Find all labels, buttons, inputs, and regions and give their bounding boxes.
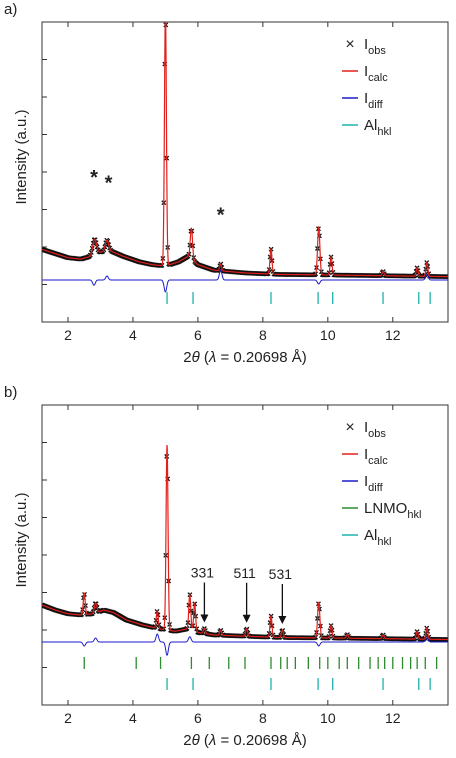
peak-annotation: * <box>217 205 225 227</box>
x-tick-label: 6 <box>194 327 202 343</box>
hkl-ticks-lnmo <box>83 657 438 669</box>
series-calc <box>42 22 448 278</box>
series-observed <box>42 22 448 280</box>
legend-label: Alhkl <box>364 527 391 548</box>
panel-label: a) <box>4 1 17 18</box>
hkl-ticks-al <box>166 292 431 304</box>
x-axis-label: 2θ (λ = 0.20698 Å) <box>183 732 307 749</box>
arrow-label: 511 <box>233 565 256 581</box>
x-tick-label: 8 <box>259 710 267 726</box>
x-tick-label: 10 <box>320 327 336 343</box>
legend-label: Iobs <box>364 36 386 57</box>
panel-label: b) <box>4 384 17 401</box>
peak-annotation: * <box>105 172 113 194</box>
chart-panel-a: a) 2 4 6 8 10 12 2θ (λ = 0.20698 Å) Intensity (a… <box>4 1 449 366</box>
legend-symbol: × <box>345 419 354 436</box>
y-axis-label: Intensity (a.u.) <box>13 492 30 587</box>
x-tick-label: 2 <box>64 327 72 343</box>
legend-label: Icalc <box>364 63 388 84</box>
legend-label: Idiff <box>364 90 384 111</box>
x-tick-label: 6 <box>194 710 202 726</box>
legend: × Iobs Icalc Idiff LNMOhkl Alhkl <box>342 419 421 548</box>
legend-label: Alhkl <box>364 117 391 138</box>
peak-annotation: * <box>90 167 98 189</box>
legend-symbol: × <box>345 36 354 53</box>
x-tick-label: 4 <box>129 710 137 726</box>
x-axis-label: 2θ (λ = 0.20698 Å) <box>183 349 307 366</box>
x-tick-label: 4 <box>129 327 137 343</box>
x-tick-label: 2 <box>64 710 72 726</box>
legend-label: Idiff <box>364 473 384 494</box>
y-axis-label: Intensity (a.u.) <box>13 109 30 204</box>
x-tick-label: 12 <box>385 327 401 343</box>
series-diff <box>42 633 448 656</box>
legend-item: × Iobs <box>345 36 386 57</box>
legend-label: LNMOhkl <box>364 500 421 521</box>
chart-panel-b: b) 2 4 6 8 10 12 2θ (λ = 0.20698 Å) Intensity (a… <box>4 384 449 749</box>
hkl-ticks-al <box>166 678 431 690</box>
x-tick-label: 8 <box>259 327 267 343</box>
legend-item: Icalc <box>342 63 388 84</box>
legend-item: Idiff <box>342 90 384 111</box>
obs-marker <box>445 637 448 642</box>
series-calc <box>42 444 448 641</box>
legend-item: × Iobs <box>345 419 386 440</box>
legend-item: Icalc <box>342 446 388 467</box>
arrow-label: 331 <box>191 565 215 581</box>
arrow-label: 531 <box>269 566 293 582</box>
arrow-head <box>242 614 251 623</box>
legend-item: Alhkl <box>342 117 391 138</box>
legend: × Iobs Icalc Idiff Alhkl <box>342 36 391 138</box>
arrow-head <box>200 614 209 623</box>
legend-label: Iobs <box>364 419 386 440</box>
x-tick-label: 10 <box>320 710 336 726</box>
x-tick-label: 12 <box>385 710 401 726</box>
legend-item: Alhkl <box>342 527 391 548</box>
arrow-head <box>278 616 287 625</box>
legend-item: LNMOhkl <box>342 500 421 521</box>
obs-marker <box>445 274 448 280</box>
legend-label: Icalc <box>364 446 388 467</box>
legend-item: Idiff <box>342 473 384 494</box>
series-diff <box>42 269 448 293</box>
